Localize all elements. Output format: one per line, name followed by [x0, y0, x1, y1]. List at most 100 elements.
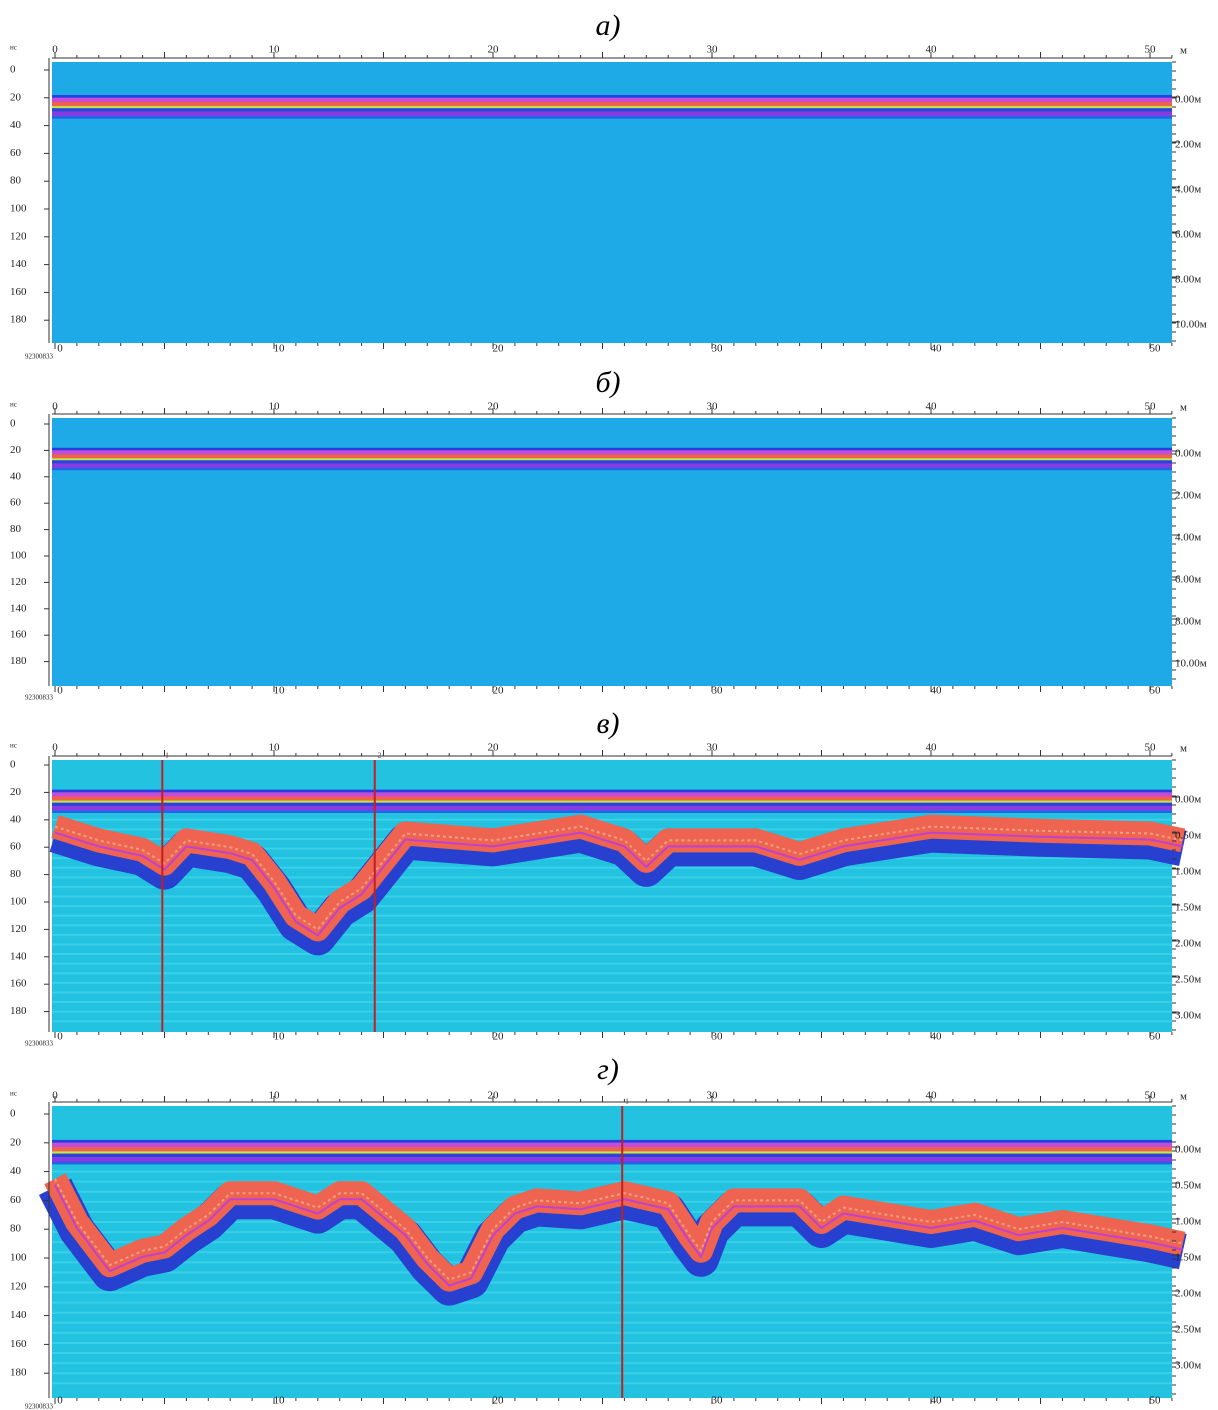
reflection-band	[52, 95, 1172, 98]
y-unit: нс	[10, 1090, 17, 1098]
radargram-panel: г)10102030405001020304050мнс020406080100…	[10, 1053, 1201, 1410]
x-tick-label: 50	[1145, 44, 1157, 56]
y-tick-label: 120	[10, 576, 27, 588]
depth-label: 6.00м	[1175, 574, 1201, 586]
y-unit: нс	[10, 44, 17, 52]
depth-label: 0.00м	[1175, 448, 1201, 460]
reflection-edge	[54, 825, 1184, 931]
x-tick-label: 10	[274, 685, 286, 697]
x-unit: м	[1180, 1091, 1187, 1103]
y-tick-label: 120	[10, 230, 27, 242]
reflection-edge	[54, 1178, 1184, 1281]
reflection-band	[52, 1147, 1172, 1152]
reflection-band	[52, 806, 1172, 811]
depth-label: 3.00м	[1175, 1010, 1201, 1022]
depth-label: 2.00м	[1175, 490, 1201, 502]
reflection-band	[52, 106, 1172, 109]
y-tick-label: 100	[10, 1252, 27, 1264]
x-tick-label: 20	[488, 742, 500, 754]
x-tick-label: 30	[712, 343, 724, 355]
y-tick-label: 0	[10, 64, 16, 76]
x-unit: м	[1180, 402, 1187, 414]
reflection-band	[52, 802, 1172, 807]
y-tick-label: 60	[10, 1194, 22, 1206]
y-tick-label: 180	[10, 655, 27, 667]
y-tick-label: 80	[10, 175, 22, 187]
depth-label: 2.50м	[1175, 1324, 1201, 1336]
reflection-band	[52, 792, 1172, 797]
x-tick-label: 50	[1150, 685, 1162, 697]
x-tick-label: 10	[269, 401, 281, 413]
radargram-panel: б) 0 10 20 30 40 50 0 10 20 30 40 50 м нс 0 20 40 60 80 100 1…	[10, 366, 1207, 702]
x-tick-label: 40	[931, 343, 943, 355]
reflection-band	[52, 111, 1172, 116]
y-tick-label: 80	[10, 523, 22, 535]
panel-label: б)	[595, 366, 620, 399]
x-unit: м	[1180, 45, 1187, 57]
x-tick-label: 50	[1145, 1090, 1157, 1102]
x-tick-label: 50	[1150, 343, 1162, 355]
depth-label: 0.50м	[1175, 1180, 1201, 1192]
x-tick-label: 0	[57, 1395, 63, 1407]
reflection-band	[52, 800, 1172, 803]
y-tick-label: 80	[10, 868, 22, 880]
reflection-band	[52, 1153, 1172, 1158]
reflection-band	[52, 810, 1172, 813]
reflection-band	[52, 789, 1172, 793]
x-tick-label: 50	[1150, 1031, 1162, 1043]
file-id: 92300833	[25, 694, 54, 702]
x-tick-label: 30	[707, 742, 719, 754]
reflection-band	[52, 447, 1172, 451]
reflection-band	[52, 101, 1172, 107]
y-tick-label: 0	[10, 418, 16, 430]
depth-label: 4.00м	[1175, 532, 1201, 544]
x-tick-label: 0	[57, 685, 63, 697]
depth-label: 2.00м	[1175, 1288, 1201, 1300]
depth-label: 4.00м	[1175, 184, 1201, 196]
depth-label: 1.00м	[1175, 1216, 1201, 1228]
y-tick-label: 100	[10, 896, 27, 908]
x-tick-label: 20	[493, 1395, 505, 1407]
depth-label: 6.00м	[1175, 229, 1201, 241]
y-tick-label: 0	[10, 759, 16, 771]
x-tick-label: 0	[57, 1031, 63, 1043]
file-id: 92300833	[25, 353, 54, 361]
y-tick-label: 160	[10, 978, 27, 990]
file-id: 92300833	[25, 1040, 54, 1048]
reflection-edge	[54, 831, 1184, 937]
x-unit: м	[1180, 743, 1187, 755]
reflection-band	[52, 458, 1172, 461]
x-tick-label: 30	[707, 401, 719, 413]
depth-label: 0.00м	[1175, 94, 1201, 106]
y-tick-label: 60	[10, 147, 22, 159]
y-tick-label: 180	[10, 314, 27, 326]
x-tick-label: 20	[493, 343, 505, 355]
y-tick-label: 40	[10, 813, 22, 825]
y-tick-label: 140	[10, 950, 27, 962]
depth-label: 8.00м	[1175, 274, 1201, 286]
x-tick-label: 10	[274, 1395, 286, 1407]
y-tick-label: 40	[10, 470, 22, 482]
reflection-band	[52, 1139, 1172, 1143]
y-tick-label: 0	[10, 1108, 16, 1120]
x-tick-label: 10	[269, 742, 281, 754]
y-tick-label: 100	[10, 203, 27, 215]
x-tick-label: 20	[488, 1090, 500, 1102]
y-tick-label: 140	[10, 602, 27, 614]
x-tick-label: 30	[707, 44, 719, 56]
depth-label: 1.50м	[1175, 1252, 1201, 1264]
x-tick-label: 0	[52, 401, 58, 413]
x-tick-label: 40	[926, 44, 938, 56]
depth-label: 2.00м	[1175, 938, 1201, 950]
x-tick-label: 30	[712, 1395, 724, 1407]
y-tick-label: 140	[10, 1309, 27, 1321]
reflection-band	[52, 1151, 1172, 1154]
depth-label: 1.00м	[1175, 866, 1201, 878]
x-tick-label: 50	[1145, 742, 1157, 754]
reflection-band	[52, 467, 1172, 471]
y-tick-label: 140	[10, 258, 27, 270]
reflection-band	[52, 115, 1172, 119]
depth-label: 10.00м	[1175, 658, 1207, 670]
x-tick-label: 10	[274, 1031, 286, 1043]
y-tick-label: 160	[10, 286, 27, 298]
